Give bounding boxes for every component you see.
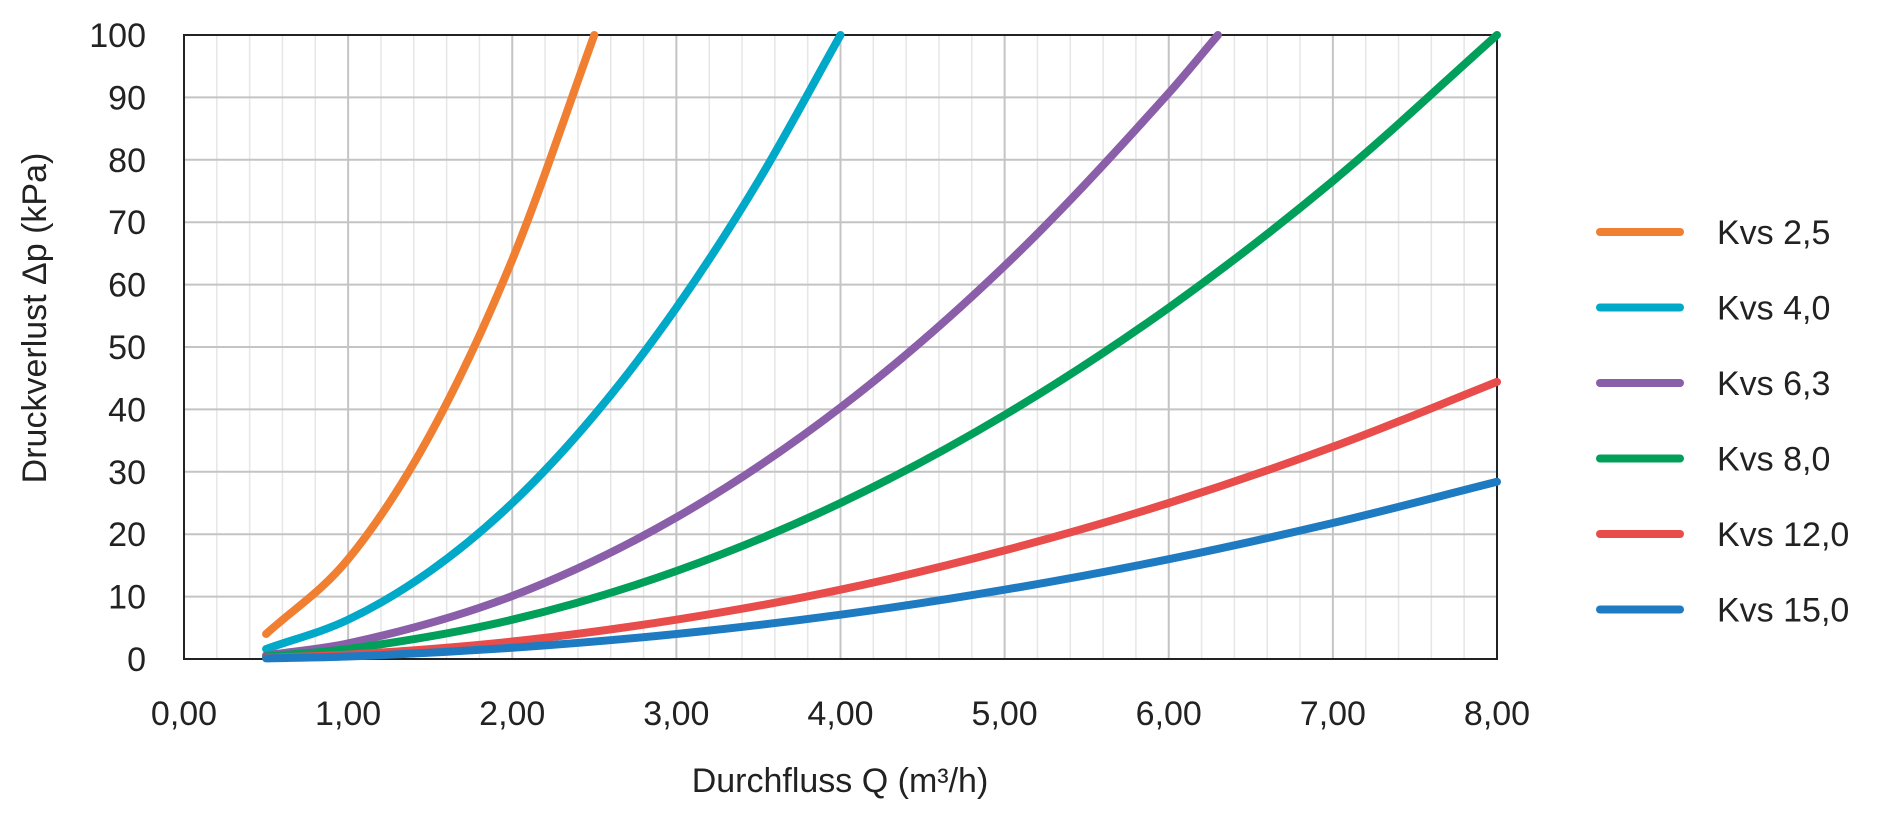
- y-tick-label: 100: [89, 17, 146, 55]
- x-tick-label: 0,00: [151, 695, 217, 733]
- y-axis-title: Druckverlust Δp (kPa): [16, 153, 54, 484]
- series-line: [262, 477, 1501, 663]
- series-lines: [262, 31, 1501, 663]
- x-tick-label: 1,00: [315, 695, 381, 733]
- y-tick-label: 20: [108, 516, 146, 554]
- legend-label: Kvs 2,5: [1717, 214, 1830, 252]
- series-line: [262, 31, 1222, 660]
- legend-label: Kvs 8,0: [1717, 441, 1830, 479]
- y-tick-label: 80: [108, 142, 146, 180]
- series-line: [262, 31, 599, 638]
- legend-label: Kvs 6,3: [1717, 365, 1830, 403]
- x-axis-tick-labels: 0,00 1,00 2,00 3,00 4,00 5,00 6,00 7,00 8,00: [151, 695, 1530, 733]
- legend: Kvs 2,5 Kvs 4,0 Kvs 6,3 Kvs 8,0 Kvs 12,0 Kvs …: [1596, 214, 1849, 630]
- y-tick-label: 30: [108, 454, 146, 492]
- x-tick-label: 3,00: [643, 695, 709, 733]
- legend-label: Kvs 15,0: [1717, 592, 1849, 630]
- y-tick-label: 70: [108, 204, 146, 242]
- legend-label: Kvs 4,0: [1717, 290, 1830, 328]
- x-tick-label: 7,00: [1300, 695, 1366, 733]
- y-axis-tick-labels: 0 10 20 30 40 50 60 70 80 90 100: [89, 17, 146, 679]
- series-line: [262, 31, 1501, 661]
- x-tick-label: 4,00: [807, 695, 873, 733]
- legend-label: Kvs 12,0: [1717, 516, 1849, 554]
- x-tick-label: 8,00: [1464, 695, 1530, 733]
- series-line: [262, 31, 845, 653]
- y-tick-label: 0: [127, 641, 146, 679]
- y-tick-label: 40: [108, 391, 146, 429]
- x-tick-label: 6,00: [1136, 695, 1202, 733]
- y-tick-label: 60: [108, 267, 146, 305]
- y-tick-label: 50: [108, 329, 146, 367]
- y-tick-label: 10: [108, 579, 146, 617]
- y-tick-label: 90: [108, 79, 146, 117]
- x-tick-label: 2,00: [479, 695, 545, 733]
- x-axis-title: Durchfluss Q (m³/h): [692, 762, 989, 800]
- x-tick-label: 5,00: [972, 695, 1038, 733]
